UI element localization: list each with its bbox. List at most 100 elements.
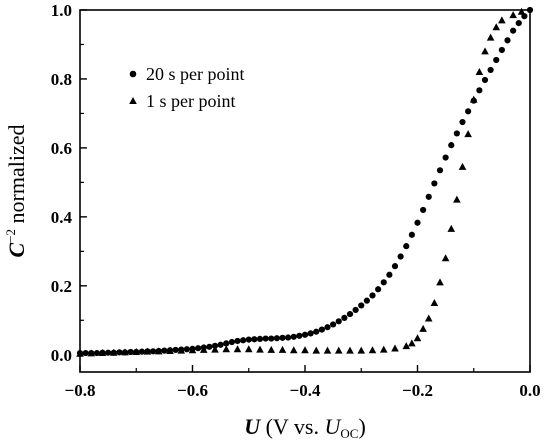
data-point-circle (487, 66, 494, 74)
data-point-circle (318, 326, 325, 333)
data-point-triangle (424, 314, 433, 322)
data-point-circle (195, 345, 202, 352)
data-point-triangle (402, 342, 411, 350)
y-axis-title: C−2 normalized (3, 125, 29, 258)
data-point-circle (481, 76, 489, 84)
data-point-triangle (458, 162, 467, 170)
data-point-triangle (509, 11, 517, 19)
y-tick-label: 0.6 (51, 139, 72, 158)
data-point-triangle (132, 348, 141, 356)
data-point-triangle (357, 346, 366, 354)
data-point-circle (223, 340, 230, 347)
y-axis-title-rest: normalized (4, 125, 29, 229)
data-point-circle (279, 334, 286, 341)
data-point-circle (375, 286, 382, 293)
data-point-triangle (177, 346, 186, 354)
data-point-circle (245, 336, 252, 343)
data-point-triangle (256, 345, 264, 353)
data-point-circle (341, 314, 348, 321)
data-point-triangle (154, 347, 163, 355)
data-point-triangle (222, 345, 231, 353)
data-point-triangle (453, 195, 461, 203)
data-point-circle (290, 333, 297, 340)
data-point-circle (515, 20, 522, 27)
data-point-circle (346, 310, 354, 318)
data-point-circle (273, 335, 280, 342)
data-point-circle (431, 180, 438, 187)
data-point-circle (183, 346, 190, 353)
data-point-triangle (76, 349, 84, 357)
data-point-triangle (244, 345, 253, 353)
data-point-circle (217, 341, 224, 348)
data-point-circle (335, 318, 342, 325)
data-point-circle (234, 337, 241, 345)
data-point-triangle (464, 130, 472, 138)
data-point-circle (161, 347, 168, 354)
data-point-triangle (486, 33, 495, 41)
x-axis-title-ref: U (325, 414, 343, 439)
data-point-circle (386, 271, 393, 278)
data-point-circle (116, 349, 123, 356)
x-axis-title-unit: (V vs. (260, 414, 324, 439)
y-axis-title-variable: C (4, 243, 29, 258)
x-tick-label: −0.2 (402, 381, 433, 400)
x-axis-ticks: −0.8 −0.6 −0.4 −0.2 0.0 (65, 365, 541, 400)
data-point-circle (206, 343, 213, 350)
data-point-triangle (211, 345, 219, 353)
data-point-triangle (447, 224, 456, 232)
data-point-triangle (408, 339, 416, 347)
y-tick-label: 0.0 (51, 346, 72, 365)
data-point-triangle (98, 349, 107, 357)
data-point-triangle (312, 346, 321, 354)
data-point-triangle (441, 254, 450, 262)
data-point-circle (240, 337, 247, 344)
data-point-circle (307, 330, 314, 337)
data-point-triangle (143, 347, 152, 355)
data-point-triangle (289, 346, 298, 354)
data-point-triangle (481, 47, 489, 55)
data-point-circle (82, 349, 89, 357)
data-point-circle (526, 6, 534, 14)
data-point-triangle (413, 334, 422, 342)
data-point-circle (268, 335, 275, 342)
data-point-circle (93, 349, 100, 357)
data-point-circle (442, 154, 449, 161)
y-axis-ticks: 0.0 0.2 0.4 0.6 0.8 1.0 (51, 1, 87, 365)
data-point-circle (498, 46, 505, 54)
data-point-circle (493, 56, 500, 64)
y-tick-label: 1.0 (51, 1, 72, 20)
data-point-circle (150, 348, 157, 355)
series-1s-per-point (76, 7, 526, 357)
data-point-circle (459, 118, 466, 126)
x-tick-label: −0.4 (290, 381, 321, 400)
x-axis-title-subscript: OC (340, 426, 358, 441)
data-point-triangle (334, 346, 343, 354)
data-point-circle (358, 302, 365, 309)
legend: 20 s per point 1 s per point (129, 64, 245, 111)
data-point-circle (476, 87, 483, 94)
data-point-triangle (430, 299, 439, 307)
data-point-circle (453, 130, 460, 137)
data-point-circle (510, 27, 517, 34)
data-point-triangle (517, 7, 526, 15)
data-point-circle (352, 306, 359, 314)
y-tick-label: 0.8 (51, 70, 72, 89)
data-point-circle (363, 297, 370, 304)
data-point-triangle (109, 348, 118, 356)
data-point-circle (127, 348, 134, 356)
data-point-circle (105, 349, 112, 356)
data-point-triangle (492, 23, 501, 31)
y-axis-title-superscript: −2 (3, 229, 18, 243)
data-point-circle (369, 292, 376, 299)
data-point-triangle (498, 16, 506, 24)
y-tick-label: 0.2 (51, 277, 72, 296)
data-point-circle (324, 324, 331, 331)
data-point-circle (251, 336, 258, 343)
data-point-circle (262, 335, 269, 342)
data-point-triangle (346, 346, 354, 354)
data-point-triangle (323, 346, 332, 354)
x-tick-label: −0.6 (177, 381, 208, 400)
data-point-triangle (475, 68, 484, 76)
legend-label-1s: 1 s per point (146, 91, 236, 111)
x-tick-label: −0.8 (65, 381, 96, 400)
